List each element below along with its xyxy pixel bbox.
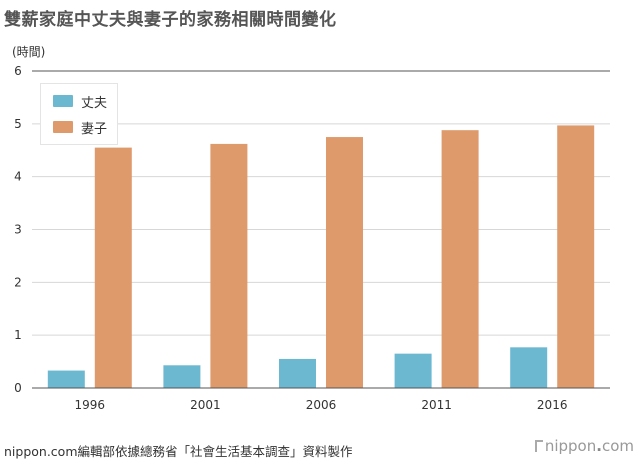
bar-wife-2016 <box>557 125 595 388</box>
legend-label-husband: 丈夫 <box>81 95 108 111</box>
legend-label-wife: 妻子 <box>81 121 108 137</box>
legend-swatch-husband <box>53 95 73 107</box>
x-tick-label: 2016 <box>537 398 568 412</box>
y-tick-label: 5 <box>14 117 22 131</box>
logo-dot: . <box>596 437 602 455</box>
y-tick-label: 1 <box>14 328 22 342</box>
legend-swatch-wife <box>53 121 73 133</box>
bar-wife-1996 <box>94 147 132 388</box>
y-tick-label: 4 <box>14 170 22 184</box>
legend-item-wife: 妻子 <box>53 118 108 137</box>
y-tick-label: 3 <box>14 223 22 237</box>
bar-husband-2006 <box>279 358 316 388</box>
x-tick-label: 2006 <box>306 398 337 412</box>
y-tick-label: 6 <box>14 64 22 78</box>
legend: 丈夫 妻子 <box>40 83 118 145</box>
bar-husband-2011 <box>394 353 432 388</box>
x-tick-label: 2001 <box>190 398 221 412</box>
bar-wife-2006 <box>326 137 363 388</box>
x-tick-label: 1996 <box>75 398 106 412</box>
bar-wife-2011 <box>441 130 479 388</box>
logo-bracket-icon <box>534 440 543 452</box>
y-axis-unit-label: (時間) <box>12 45 46 59</box>
y-tick-label: 2 <box>14 275 22 289</box>
bar-wife-2001 <box>210 143 248 388</box>
y-tick-label: 0 <box>14 381 22 395</box>
logo-text-suffix: com <box>601 437 634 455</box>
source-note: nippon.com編輯部依據總務省「社會生活基本調查」資料製作 <box>4 444 353 459</box>
logo-text-prefix: nippon <box>544 437 597 455</box>
x-tick-label: 2011 <box>421 398 452 412</box>
bar-husband-2001 <box>163 365 201 388</box>
bar-husband-1996 <box>47 370 85 388</box>
nippon-logo: nippon. com <box>534 437 634 455</box>
chart-title: 雙薪家庭中丈夫與妻子的家務相關時間變化 <box>4 10 337 30</box>
bar-husband-2016 <box>510 347 548 388</box>
legend-item-husband: 丈夫 <box>53 92 108 111</box>
